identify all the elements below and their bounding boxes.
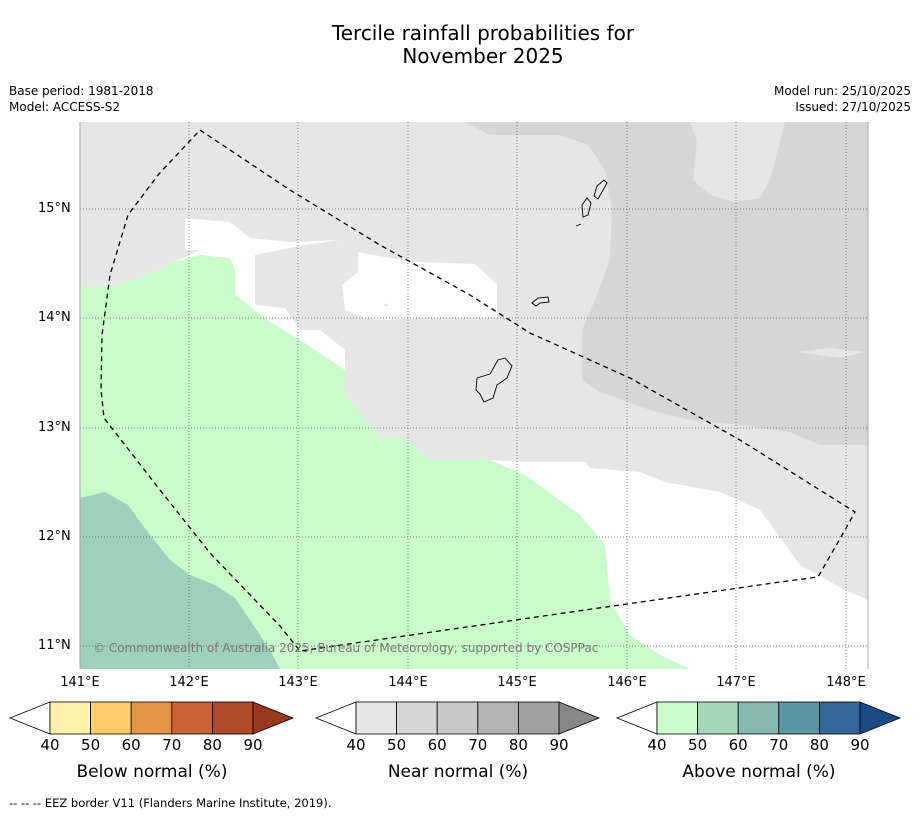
above-normal-label: Above normal (%) — [682, 762, 836, 782]
near-colorbar-tick: 50 — [387, 736, 407, 754]
near-colorbar-tick: 80 — [508, 736, 528, 754]
lat-label-15: 15°N — [38, 201, 71, 216]
below-colorbar-tick: 60 — [121, 736, 141, 754]
near-normal-island-patch — [340, 232, 360, 248]
near-colorbar-over — [558, 701, 601, 735]
meta-left: Base period: 1981-2018 Model: ACCESS-S2 — [9, 83, 154, 115]
page-title: Tercile rainfall probabilities for Novem… — [0, 22, 919, 68]
above-colorbar-segment — [819, 701, 861, 735]
above-normal-40-region — [80, 255, 690, 669]
lon-label-142: 142°E — [169, 675, 209, 690]
above-colorbar-segment — [737, 701, 780, 735]
white-patch-central — [342, 252, 497, 320]
lon-label-148: 148°E — [826, 675, 866, 690]
above-colorbar-tick: 60 — [728, 736, 748, 754]
below-colorbar-under — [8, 701, 51, 735]
below-colorbar-tick: 90 — [243, 736, 263, 754]
near-colorbar-segment — [355, 701, 397, 735]
below-colorbar-over — [252, 701, 295, 735]
island-rota — [531, 296, 550, 307]
meta-right: Model run: 25/10/2025 Issued: 27/10/2025 — [774, 83, 911, 115]
below-colorbar-tick: 50 — [81, 736, 101, 754]
title-line-1: Tercile rainfall probabilities for — [331, 21, 635, 45]
near-colorbar-tick: 40 — [346, 736, 366, 754]
above-colorbar-segment — [656, 701, 698, 735]
above-colorbar-over — [859, 701, 902, 735]
title-line-2: November 2025 — [402, 44, 564, 68]
lat-label-12: 12°N — [38, 529, 71, 544]
above-colorbar-tick: 80 — [809, 736, 829, 754]
below-colorbar-segment — [171, 701, 213, 735]
islands — [475, 179, 608, 403]
above-normal-50-region — [80, 492, 280, 669]
colorbars — [8, 701, 902, 735]
near-normal-sliver — [795, 348, 865, 358]
lon-label-146: 146°E — [607, 675, 647, 690]
near-normal-label: Near normal (%) — [387, 762, 529, 782]
base-period: Base period: 1981-2018 — [9, 84, 154, 98]
model-run: Model run: 25/10/2025 — [773, 84, 911, 98]
issued-date: Issued: 27/10/2025 — [795, 100, 911, 114]
lon-label-143: 143°E — [278, 675, 318, 690]
above-colorbar-segment — [778, 701, 820, 735]
near-colorbar-under — [314, 701, 357, 735]
near-colorbar-tick: 90 — [549, 736, 569, 754]
below-colorbar-tick: 80 — [202, 736, 222, 754]
island-guam — [475, 357, 513, 403]
near-colorbar-tick: 60 — [427, 736, 447, 754]
copyright-notice: © Commonwealth of Australia 2025, Bureau… — [93, 641, 599, 655]
below-colorbar-segment — [49, 701, 91, 735]
lon-label-141: 141°E — [60, 675, 100, 690]
below-colorbar-tick: 40 — [40, 736, 60, 754]
below-colorbar-tick: 70 — [162, 736, 182, 754]
near-colorbar-segment — [396, 701, 438, 735]
lon-label-145: 145°E — [497, 675, 537, 690]
above-colorbar-tick: 70 — [769, 736, 789, 754]
island-aguijan — [575, 223, 582, 227]
below-normal-label: Below normal (%) — [76, 762, 228, 782]
lon-label-147: 147°E — [716, 675, 756, 690]
near-colorbar-tick: 70 — [468, 736, 488, 754]
lat-label-11: 11°N — [38, 638, 71, 653]
inlet-white-region — [185, 218, 345, 370]
island-saipan — [593, 179, 608, 200]
below-colorbar-segment — [90, 701, 132, 735]
above-colorbar-tick: 90 — [850, 736, 870, 754]
below-colorbar-segment — [130, 701, 173, 735]
above-colorbar-tick: 40 — [647, 736, 667, 754]
island-white-dot — [383, 303, 389, 306]
near-colorbar-segment — [477, 701, 519, 735]
footnote-eez: -- -- -- EEZ border V11 (Flanders Marine… — [9, 796, 332, 810]
above-colorbar-under — [615, 701, 658, 735]
near-normal-50-region — [465, 122, 868, 445]
below-colorbar-segment — [211, 701, 254, 735]
near-normal-inner-patch — [690, 122, 785, 202]
model-name: Model: ACCESS-S2 — [9, 100, 121, 114]
above-colorbar-segment — [697, 701, 739, 735]
near-colorbar-segment — [518, 701, 560, 735]
map-area — [80, 122, 868, 669]
lat-label-14: 14°N — [38, 310, 71, 325]
lon-label-144: 144°E — [388, 675, 428, 690]
above-colorbar-tick: 50 — [688, 736, 708, 754]
eez-border — [100, 129, 856, 652]
gridlines — [80, 122, 868, 669]
island-tinian — [581, 197, 592, 218]
lat-label-13: 13°N — [38, 420, 71, 435]
near-colorbar-segment — [436, 701, 479, 735]
map-frame — [79, 122, 869, 669]
